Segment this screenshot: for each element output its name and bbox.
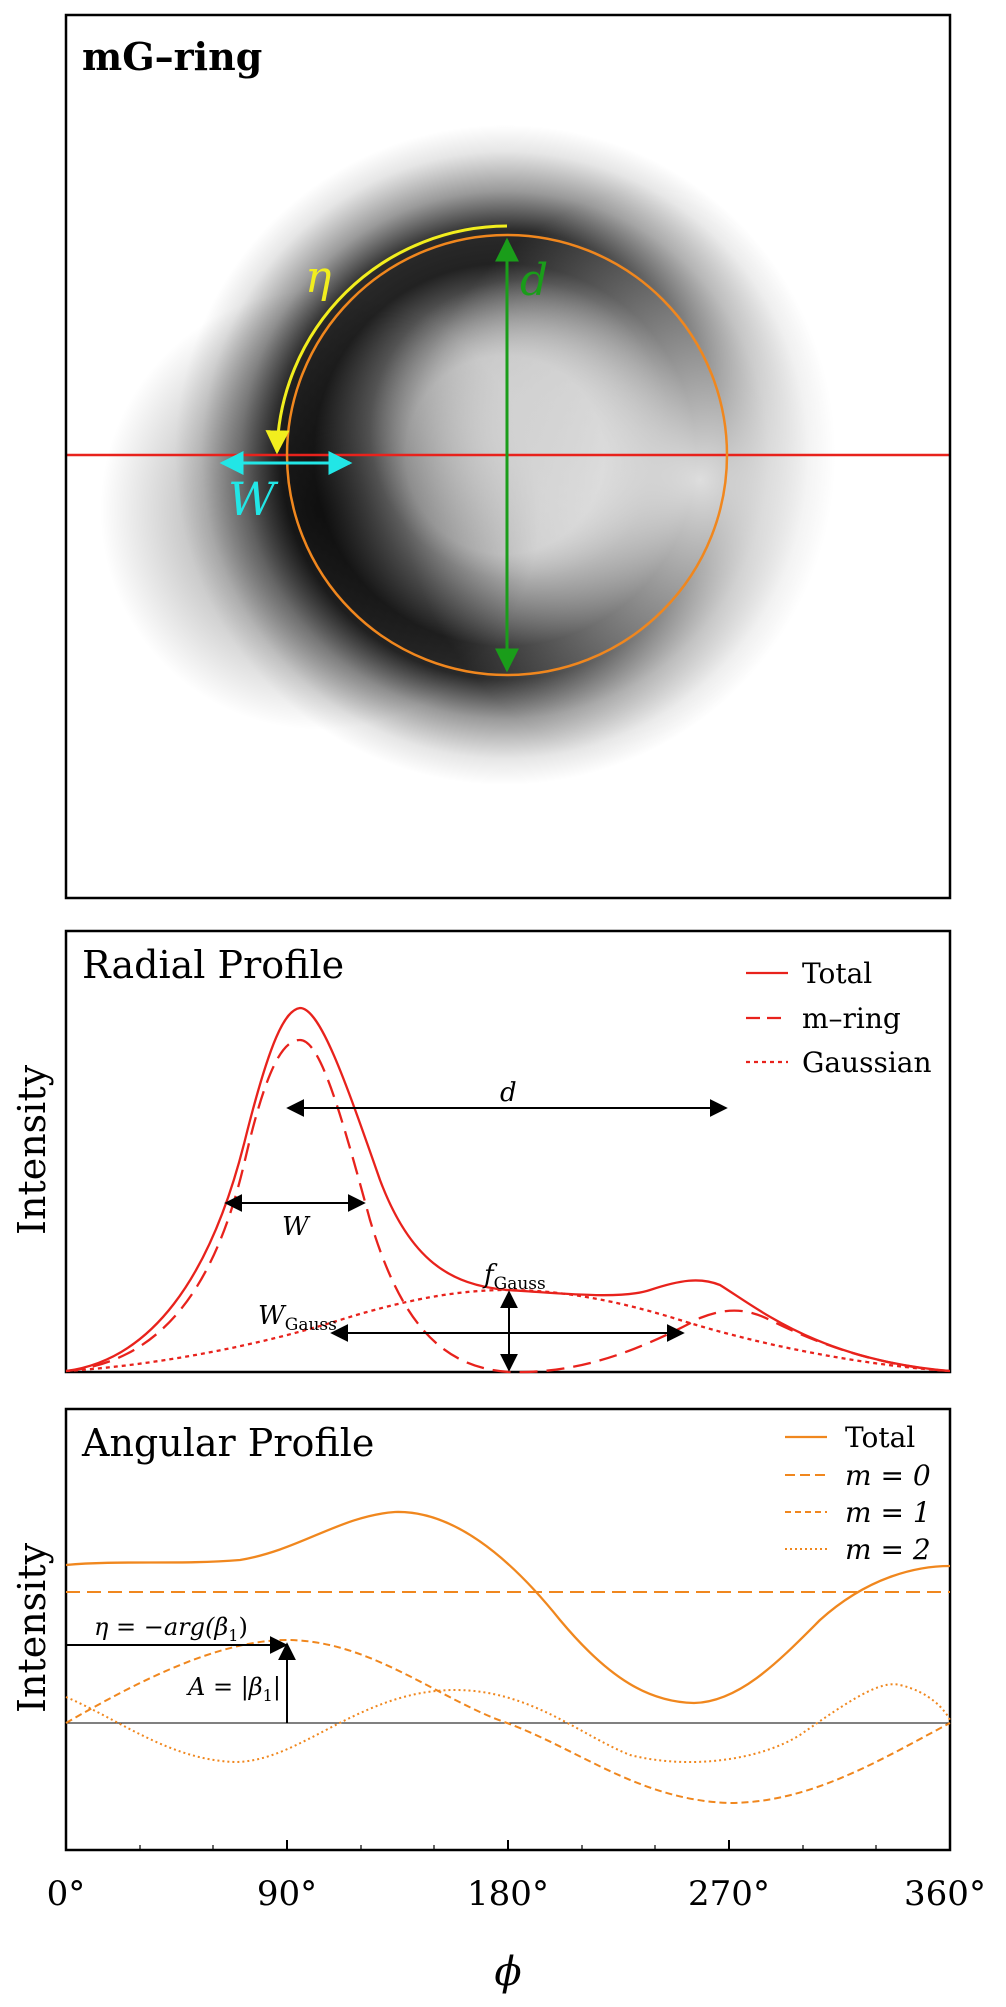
angular-legend: Total m = 0 m = 1 m = 2 (785, 1421, 931, 1566)
angular-ylabel: Intensity (10, 1542, 54, 1713)
angular-eta-label: η = −arg(β1) (94, 1613, 248, 1645)
radial-legend-mring: m–ring (802, 1002, 901, 1035)
radial-d-label: d (500, 1078, 517, 1108)
x-tick-180: 180° (467, 1874, 549, 1914)
radial-legend: Total m–ring Gaussian (746, 957, 932, 1079)
radial-mring-curve (65, 1038, 951, 1374)
angular-title: Angular Profile (81, 1421, 374, 1465)
x-tick-270: 270° (688, 1874, 770, 1914)
radial-legend-total: Total (802, 957, 872, 990)
angular-legend-m2: m = 2 (845, 1533, 931, 1566)
x-axis: 0° 90° 180° 270° 360° ϕ (47, 1840, 986, 1995)
radial-panel: d W WGauss fGauss Radial Profile Intensi… (10, 929, 952, 1374)
radial-title: Radial Profile (82, 943, 344, 987)
radial-wgauss-label: WGauss (258, 1301, 337, 1335)
x-tick-90: 90° (257, 1874, 317, 1914)
x-major-ticks (286, 1840, 730, 1850)
radial-ylabel: Intensity (10, 1064, 54, 1235)
angular-total-curve (65, 1510, 951, 1705)
x-tick-0: 0° (47, 1874, 86, 1914)
radial-total-curve (65, 1006, 951, 1373)
radial-gaussian-curve (65, 1288, 951, 1373)
angular-amp-label: A = |β1| (186, 1673, 281, 1705)
d-label: d (520, 255, 548, 306)
w-label: W (228, 472, 279, 526)
angular-panel: η = −arg(β1) A = |β1| Angular Profile In… (10, 1407, 952, 1852)
radial-w-label: W (282, 1212, 311, 1242)
angular-legend-m1: m = 1 (845, 1496, 931, 1529)
eta-label: η (305, 252, 331, 303)
eta-arc (265, 224, 508, 455)
radial-legend-gaussian: Gaussian (802, 1046, 932, 1079)
x-minor-ticks (139, 1845, 877, 1850)
ring-title: mG–ring (82, 34, 262, 79)
angular-legend-m0: m = 0 (845, 1459, 931, 1492)
angular-legend-total: Total (845, 1421, 915, 1454)
x-axis-label: ϕ (494, 1949, 521, 1995)
x-tick-360: 360° (904, 1874, 986, 1914)
ring-panel: mG–ring η d W (64, 13, 952, 900)
angular-m1-curve (65, 1638, 951, 1805)
